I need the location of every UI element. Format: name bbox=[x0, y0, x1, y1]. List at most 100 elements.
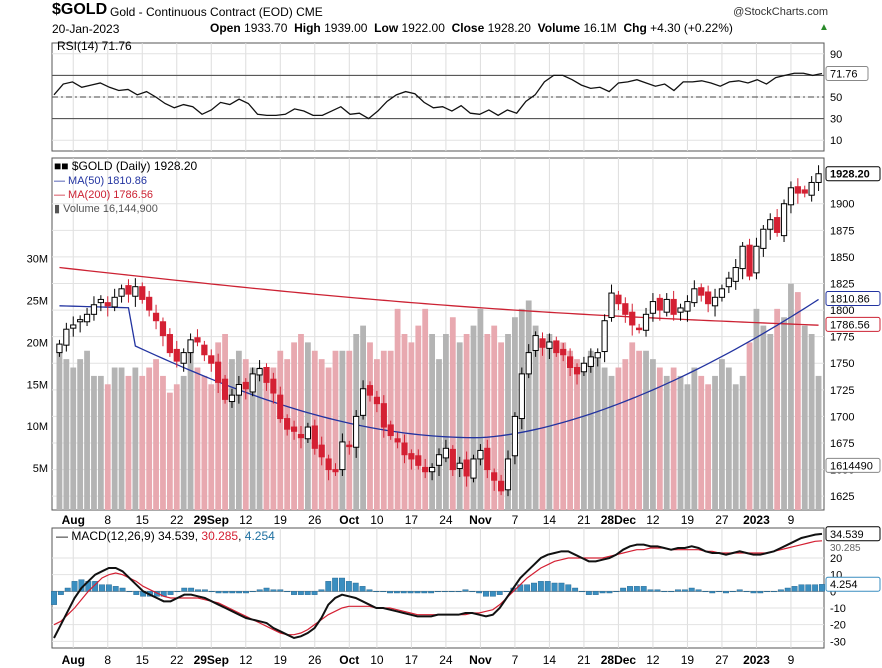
candle-body bbox=[622, 303, 629, 315]
macd-histogram-bar bbox=[489, 591, 496, 597]
volume-bar bbox=[656, 367, 663, 510]
macd-histogram-bar bbox=[71, 581, 78, 592]
macd-histogram-bar bbox=[661, 591, 668, 593]
macd-histogram-bar bbox=[51, 591, 57, 605]
macd-histogram-bar bbox=[476, 591, 483, 594]
macd-histogram-bar bbox=[606, 591, 613, 594]
macd-histogram-bar bbox=[119, 587, 126, 592]
macd-histogram-bar bbox=[325, 581, 332, 592]
volume-bar bbox=[739, 375, 746, 510]
volume-bar bbox=[719, 359, 725, 510]
candle-body bbox=[201, 344, 208, 356]
candle-body bbox=[56, 343, 63, 354]
macd-histogram-bar bbox=[750, 591, 757, 594]
open-value: 1933.70 bbox=[244, 21, 288, 35]
candle-body bbox=[173, 348, 180, 362]
macd-histogram-bar bbox=[188, 587, 195, 592]
candle-body bbox=[235, 384, 242, 396]
volume-bar bbox=[56, 350, 63, 510]
macd-histogram-bar bbox=[99, 584, 105, 592]
candle-body bbox=[815, 173, 822, 183]
x-axis-label: 29Sep bbox=[194, 653, 229, 667]
candle-body bbox=[808, 181, 815, 196]
candle-body bbox=[732, 267, 739, 282]
volume-bar bbox=[732, 384, 739, 510]
candle-body bbox=[146, 296, 153, 311]
brand-watermark[interactable]: @StockCharts.com bbox=[733, 6, 828, 18]
price-tick-label: 1875 bbox=[830, 225, 854, 237]
macd-histogram-bar bbox=[675, 589, 681, 592]
candle-body bbox=[284, 418, 291, 430]
candle-body bbox=[753, 245, 760, 274]
candle-body bbox=[159, 321, 167, 337]
macd-histogram-bar bbox=[174, 591, 181, 593]
candle-body bbox=[767, 219, 774, 230]
candle-body bbox=[297, 433, 305, 439]
candle-body bbox=[725, 277, 732, 288]
candle-body bbox=[332, 469, 339, 473]
macd-histogram-bar bbox=[551, 582, 558, 592]
volume-bar bbox=[325, 367, 332, 510]
panel-frame-2 bbox=[51, 527, 825, 649]
x-axis-label: 8 bbox=[104, 513, 111, 527]
macd-histogram-bar bbox=[359, 586, 366, 592]
macd-histogram-bar bbox=[352, 582, 359, 592]
ma200-value-label-box bbox=[825, 316, 881, 332]
volume-bar bbox=[484, 334, 491, 510]
volume-bar bbox=[601, 367, 608, 510]
price-tick-label: 1700 bbox=[830, 411, 854, 423]
x-axis-label: Nov bbox=[469, 513, 492, 527]
x-axis-label: 19 bbox=[681, 653, 695, 667]
rsi-value-box bbox=[825, 65, 869, 81]
volume-value: 16.1M bbox=[583, 21, 617, 35]
last-close-label-box bbox=[825, 166, 881, 182]
candle-body bbox=[698, 287, 705, 296]
x-axis-label: 15 bbox=[136, 513, 150, 527]
rsi-tick-label: 10 bbox=[830, 135, 842, 147]
rsi-tick-label: 30 bbox=[830, 114, 842, 126]
macd-histogram-bar bbox=[524, 584, 531, 592]
candle-body bbox=[380, 403, 387, 428]
volume-bar bbox=[567, 350, 574, 510]
macd-histogram-bar bbox=[311, 591, 318, 595]
macd-histogram-bar bbox=[777, 589, 784, 592]
macd-histogram-bar bbox=[270, 589, 277, 592]
macd-histogram-bar bbox=[812, 584, 819, 592]
volume-bar bbox=[684, 384, 691, 510]
candle-body bbox=[573, 366, 581, 375]
ma200-value-label: 1786.56 bbox=[830, 319, 870, 331]
x-axis-label: 9 bbox=[788, 513, 795, 527]
candle-body bbox=[359, 388, 367, 416]
macd-histogram-bar bbox=[277, 589, 284, 592]
x-axis-label: 10 bbox=[370, 653, 384, 667]
volume-tick-label: 20M bbox=[27, 337, 48, 349]
volume-bar bbox=[201, 375, 208, 510]
instrument-title: Gold - Continuous Contract (EOD) bbox=[110, 5, 293, 19]
candle-body bbox=[394, 438, 401, 443]
candle-body bbox=[711, 296, 719, 307]
macd-histogram-bar bbox=[640, 586, 647, 592]
macd-histogram-bar bbox=[249, 591, 256, 593]
candle-body bbox=[277, 394, 284, 420]
macd-histogram-bar bbox=[579, 591, 585, 593]
candle-body bbox=[739, 245, 746, 270]
volume-bar bbox=[449, 317, 456, 510]
candle-body bbox=[463, 459, 470, 477]
macd-histogram-bar bbox=[441, 591, 448, 593]
candle-body bbox=[553, 340, 560, 354]
volume-label: Volume bbox=[537, 21, 581, 35]
open-label: Open bbox=[210, 21, 241, 35]
macd-histogram-bar bbox=[126, 591, 133, 593]
volume-bar bbox=[636, 350, 643, 510]
volume-bar bbox=[91, 375, 97, 510]
low-label: Low bbox=[374, 21, 399, 35]
x-axis-label: 14 bbox=[543, 513, 557, 527]
candle-body bbox=[636, 327, 643, 331]
volume-bar bbox=[794, 292, 801, 510]
candle-body bbox=[366, 385, 374, 396]
macd-histogram-bar bbox=[565, 584, 572, 592]
volume-bar bbox=[663, 375, 670, 510]
macd-histogram-bar bbox=[531, 582, 537, 592]
macd-histogram-bar bbox=[407, 591, 414, 594]
